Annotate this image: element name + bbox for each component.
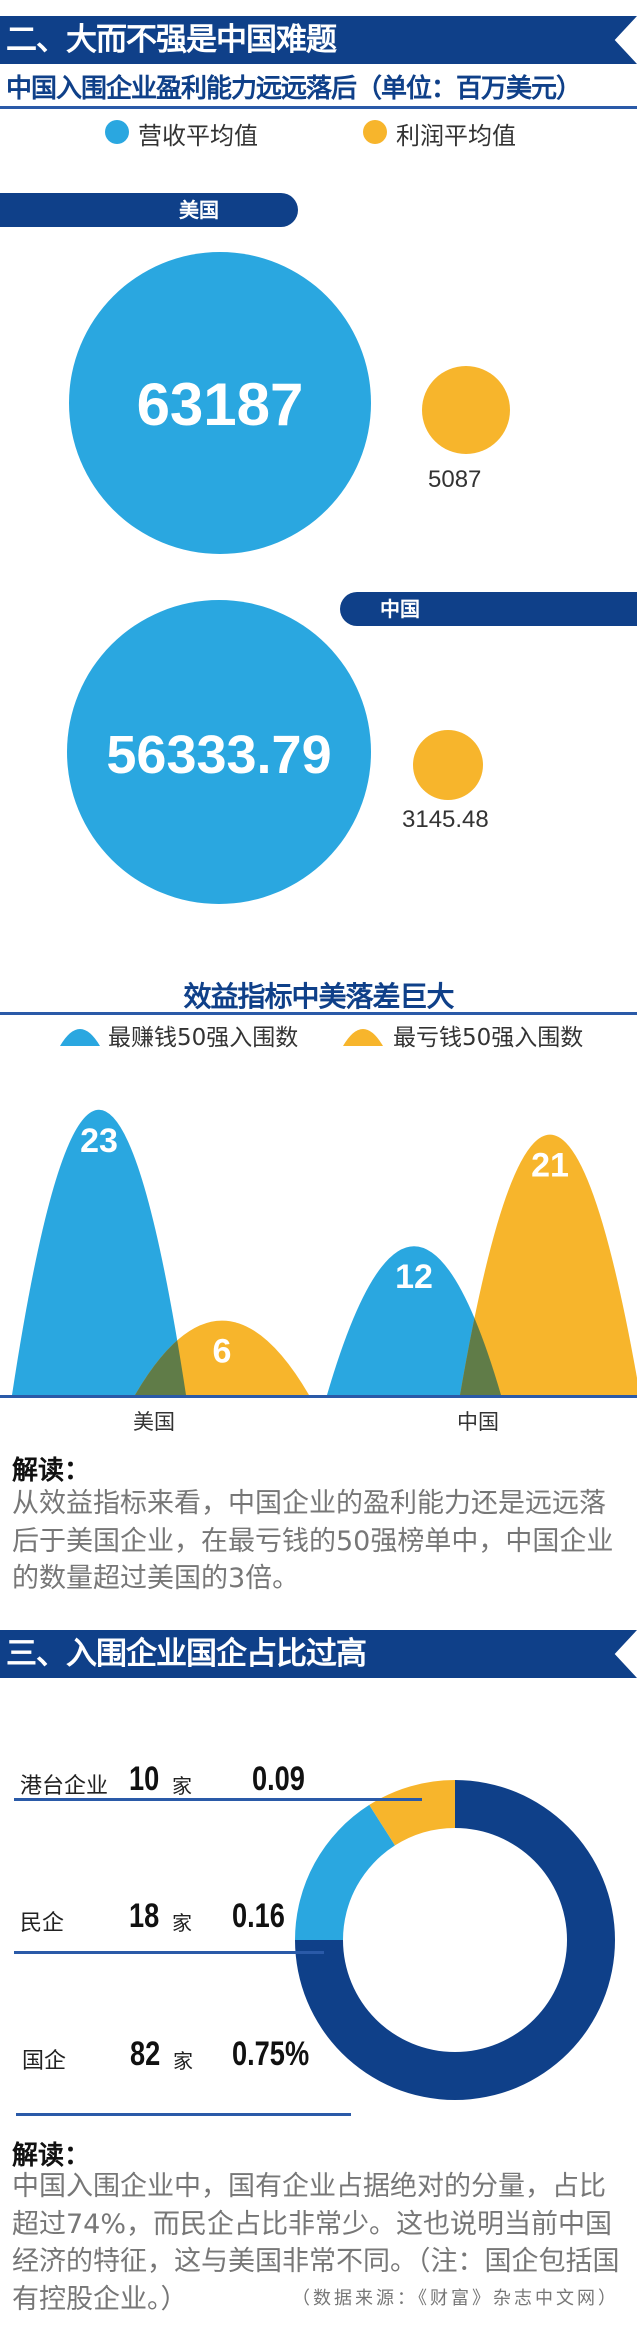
reading-heading-2: 解读： [12, 2141, 91, 2171]
row-underline [14, 1951, 324, 1954]
mound-profitable-1 [327, 1246, 501, 1395]
subtitle: 中国入围企业盈利能力远远落后（单位：百万美元） [6, 74, 582, 104]
china-label: 中国 [340, 592, 637, 626]
donut-segment-2 [295, 1780, 615, 2100]
baseline [0, 1395, 637, 1398]
revenue-legend-dot [105, 120, 129, 144]
row-unit: 家 [172, 1911, 192, 1935]
us-profit-circle [422, 366, 510, 454]
divider [0, 1012, 637, 1015]
us-revenue-value: 63187 [136, 371, 304, 438]
mound-loss-1 [460, 1134, 637, 1395]
legend-revenue: 营收平均值 [138, 122, 258, 150]
row-label: 国企 [22, 2049, 67, 2074]
row-unit: 家 [173, 2049, 193, 2073]
section-banner-2: 二、大而不强是中国难题 [0, 16, 637, 64]
us-label: 美国 [0, 193, 298, 227]
row-count: 10 [129, 1760, 160, 1798]
legend-blue-mound-icon [60, 1029, 100, 1046]
mound-chart: 23 6 12 21 [0, 1109, 637, 1398]
row-count: 82 [130, 2035, 161, 2073]
us-profit-value: 5087 [428, 466, 482, 493]
legend-most-loss: 最亏钱50强入围数 [393, 1025, 584, 1051]
category-china: 中国 [457, 1410, 499, 1434]
data-label: 6 [213, 1333, 232, 1371]
us-revenue-circle [69, 252, 371, 554]
china-profit-value: 3145.48 [402, 806, 489, 833]
row-share: 0.75% [232, 2035, 310, 2073]
donut-segment-1 [295, 1804, 395, 1940]
reading-text-2: 中国入围企业中，国有企业占据绝对的分量，占比超过74%，而民企占比非常少。这也说… [12, 2171, 620, 2315]
section-banner-3: 三、入围企业国企占比过高 [0, 1630, 637, 1678]
row-share: 0.09 [252, 1760, 305, 1798]
chart-title: 效益指标中美落差巨大 [183, 980, 454, 1013]
row-underline [14, 1798, 422, 1801]
data-source: （数据来源：《财富》杂志中文网） [292, 2288, 619, 2309]
reading-text: 从效益指标来看，中国企业的盈利能力还是远远落后于美国企业，在最亏钱的50强榜单中… [12, 1488, 614, 1594]
chart-legend-icons [60, 1029, 383, 1046]
donut-segment-0 [369, 1780, 455, 1846]
data-label: 12 [395, 1258, 433, 1296]
legend-most-profitable: 最赚钱50强入围数 [108, 1025, 299, 1051]
category-us: 美国 [133, 1410, 175, 1434]
divider [0, 106, 637, 109]
row-count: 18 [129, 1897, 160, 1935]
row-share: 0.16 [232, 1897, 285, 1935]
legend-orange-mound-icon [343, 1029, 383, 1046]
ownership-donut-chart [295, 1780, 615, 2100]
china-revenue-circle [67, 600, 371, 904]
mound-profitable-0 [12, 1109, 186, 1395]
legend-profit: 利润平均值 [396, 122, 516, 150]
row-label: 民企 [20, 1911, 65, 1936]
row-label: 港台企业 [20, 1774, 109, 1799]
china-profit-circle [413, 730, 483, 800]
row-unit: 家 [172, 1774, 192, 1798]
china-revenue-value: 56333.79 [106, 725, 332, 785]
data-label: 21 [531, 1147, 569, 1185]
row-underline [16, 2113, 351, 2116]
profit-legend-dot [363, 120, 387, 144]
data-label: 23 [80, 1122, 118, 1160]
reading-heading: 解读： [12, 1456, 91, 1486]
